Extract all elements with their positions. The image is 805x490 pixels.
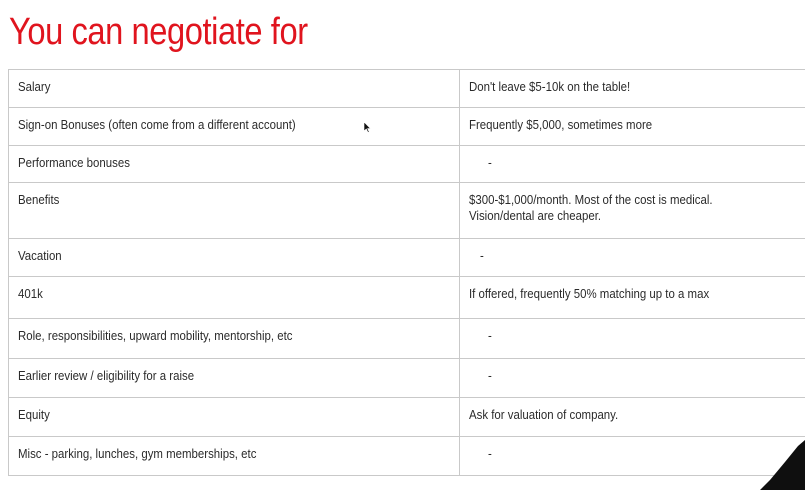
table-row: Vacation - xyxy=(8,238,805,277)
negotiation-table: Salary Don't leave $5-10k on the table! … xyxy=(8,69,805,476)
row-note: - xyxy=(459,318,805,359)
row-item: Performance bonuses xyxy=(8,145,460,183)
table-row: Benefits $300-$1,000/month. Most of the … xyxy=(8,182,805,239)
row-item: Benefits xyxy=(8,182,460,239)
table-row: 401k If offered, frequently 50% matching… xyxy=(8,276,805,319)
table-row: Performance bonuses - xyxy=(8,145,805,183)
row-note: $300-$1,000/month. Most of the cost is m… xyxy=(459,182,805,239)
row-note: - xyxy=(459,436,805,476)
row-item: Vacation xyxy=(8,238,460,277)
table-row: Equity Ask for valuation of company. xyxy=(8,397,805,437)
table-row: Earlier review / eligibility for a raise… xyxy=(8,358,805,398)
table-row: Sign-on Bonuses (often come from a diffe… xyxy=(8,107,805,146)
slide-title: You can negotiate for xyxy=(9,11,308,53)
row-note: - xyxy=(459,238,805,277)
row-item: Role, responsibilities, upward mobility,… xyxy=(8,318,460,359)
row-note: Ask for valuation of company. xyxy=(459,397,805,437)
row-note: - xyxy=(459,358,805,398)
row-note: Frequently $5,000, sometimes more xyxy=(459,107,805,146)
row-item: Equity xyxy=(8,397,460,437)
mouse-cursor-icon xyxy=(364,122,372,133)
row-note: If offered, frequently 50% matching up t… xyxy=(459,276,805,319)
row-item: Earlier review / eligibility for a raise xyxy=(8,358,460,398)
row-note: Don't leave $5-10k on the table! xyxy=(459,69,805,108)
table-row: Misc - parking, lunches, gym memberships… xyxy=(8,436,805,476)
presenter-silhouette xyxy=(760,440,805,490)
row-note: - xyxy=(459,145,805,183)
row-item: Sign-on Bonuses (often come from a diffe… xyxy=(8,107,460,146)
row-item: 401k xyxy=(8,276,460,319)
row-item: Misc - parking, lunches, gym memberships… xyxy=(8,436,460,476)
table-row: Salary Don't leave $5-10k on the table! xyxy=(8,69,805,108)
table-row: Role, responsibilities, upward mobility,… xyxy=(8,318,805,359)
row-item: Salary xyxy=(8,69,460,108)
